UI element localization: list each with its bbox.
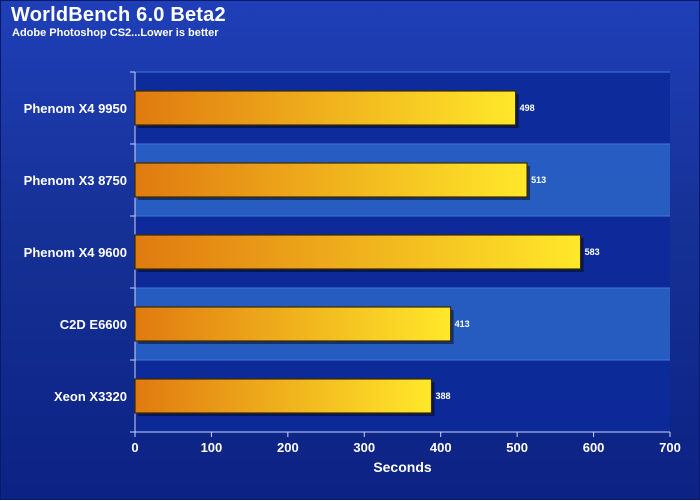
labels: 0 100 200 300 400 500 600 700 Phenom X4 9950 498 P… bbox=[24, 101, 681, 455]
bar bbox=[134, 90, 517, 126]
category-label: Phenom X3 8750 bbox=[24, 173, 127, 188]
data-label: 413 bbox=[455, 319, 470, 329]
category-label: C2D E6600 bbox=[60, 317, 127, 332]
x-tick-label: 200 bbox=[277, 440, 299, 455]
x-tick-label: 600 bbox=[583, 440, 605, 455]
x-axis-title: Seconds bbox=[373, 459, 432, 475]
x-tick-label: 700 bbox=[659, 440, 681, 455]
data-label: 498 bbox=[520, 103, 535, 113]
bar bbox=[134, 378, 433, 414]
chart-title: WorldBench 6.0 Beta2 bbox=[11, 4, 226, 26]
bar bbox=[134, 306, 452, 342]
category-label: Xeon X3320 bbox=[54, 389, 127, 404]
x-tick-label: 0 bbox=[131, 440, 138, 455]
x-tick-label: 300 bbox=[353, 440, 375, 455]
bars bbox=[134, 90, 584, 416]
bar bbox=[134, 234, 582, 270]
data-label: 513 bbox=[531, 175, 546, 185]
x-tick-label: 400 bbox=[430, 440, 452, 455]
x-tick-label: 500 bbox=[506, 440, 528, 455]
chart-subtitle: Adobe Photoshop CS2...Lower is better bbox=[12, 27, 219, 39]
x-tick-label: 100 bbox=[201, 440, 223, 455]
category-label: Phenom X4 9950 bbox=[24, 101, 127, 116]
data-label: 388 bbox=[436, 391, 451, 401]
bar bbox=[134, 162, 528, 198]
category-label: Phenom X4 9600 bbox=[24, 245, 127, 260]
data-label: 583 bbox=[585, 247, 600, 257]
